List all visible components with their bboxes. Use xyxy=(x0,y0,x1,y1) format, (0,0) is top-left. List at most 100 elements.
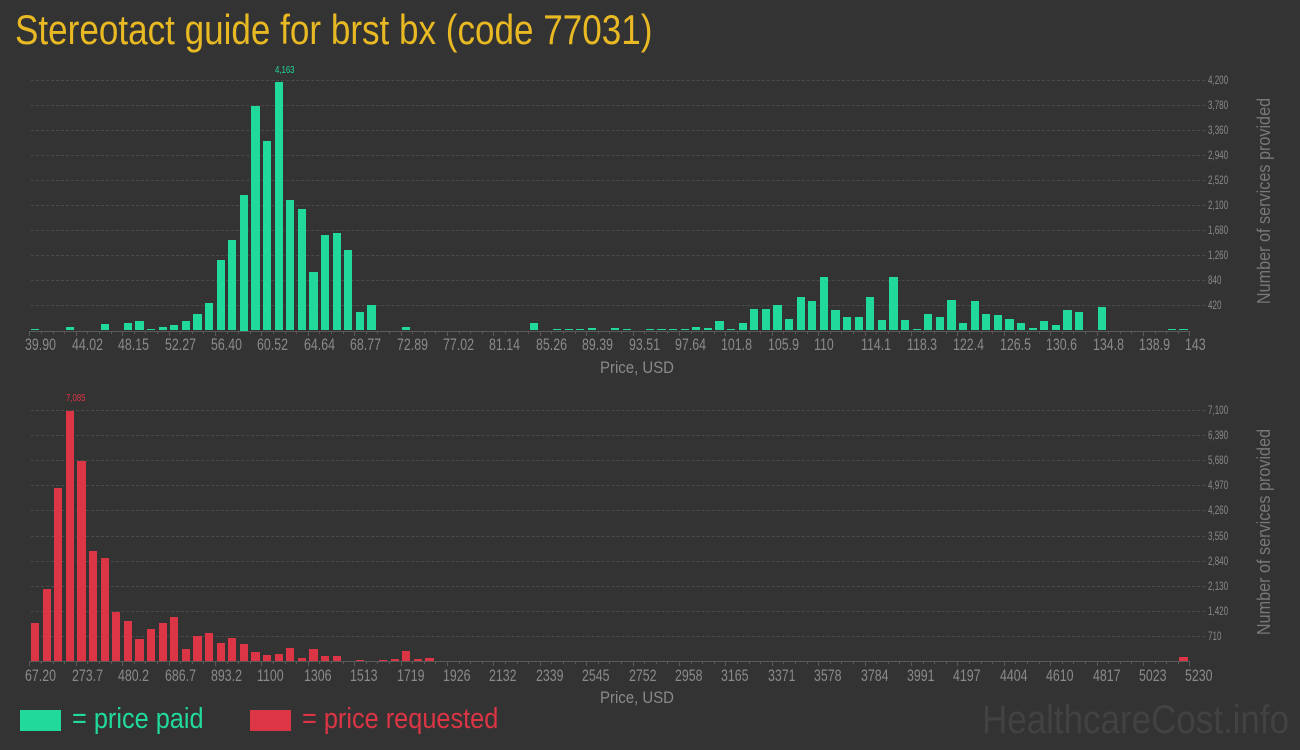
histogram-bar xyxy=(947,299,956,331)
histogram-bar xyxy=(993,314,1003,331)
gridline xyxy=(31,180,1205,182)
histogram-bar xyxy=(170,325,179,331)
x-tick-major xyxy=(214,330,216,336)
x-tick-minor xyxy=(829,661,831,664)
x-tick-label: 89.39 xyxy=(582,336,614,354)
legend-label-price-paid: = price paid xyxy=(72,703,204,735)
histogram-bar xyxy=(332,655,341,661)
histogram-bar xyxy=(146,629,156,661)
x-tick-label: 4610 xyxy=(1046,666,1074,685)
x-tick-minor xyxy=(992,661,994,664)
x-tick-minor xyxy=(1166,661,1168,664)
histogram-bar xyxy=(135,320,144,331)
x-tick-label: 114.1 xyxy=(860,336,891,354)
histogram-bar xyxy=(251,651,260,661)
histogram-bar xyxy=(274,654,283,661)
histogram-bar xyxy=(112,612,121,661)
x-tick-minor xyxy=(40,330,42,334)
histogram-bar xyxy=(216,643,225,661)
x-tick-label: 3371 xyxy=(767,666,796,685)
x-tick-minor xyxy=(504,330,506,334)
y-tick-label: 3,780 xyxy=(1208,98,1229,113)
histogram-bar xyxy=(158,326,167,331)
x-tick-minor xyxy=(794,330,796,334)
x-tick-minor xyxy=(423,330,425,334)
x-tick-label: 3784 xyxy=(860,666,889,685)
max-value-label: 7,085 xyxy=(65,393,86,405)
histogram-bar xyxy=(1074,311,1084,331)
x-tick-minor xyxy=(748,661,750,664)
histogram-bar xyxy=(181,320,191,331)
x-tick-minor xyxy=(98,330,100,334)
histogram-bar xyxy=(42,588,51,661)
x-tick-minor xyxy=(713,330,715,334)
x-tick-minor xyxy=(435,330,437,334)
x-tick-minor xyxy=(284,330,286,334)
x-tick-major xyxy=(446,330,448,336)
y-tick-label: 2,840 xyxy=(1208,553,1229,568)
histogram-bar xyxy=(262,140,272,331)
x-tick-minor xyxy=(597,330,599,334)
x-tick-minor xyxy=(272,661,274,664)
gridline xyxy=(31,105,1205,107)
histogram-bar xyxy=(297,208,307,331)
x-tick-minor xyxy=(945,330,947,334)
x-tick-minor xyxy=(87,661,89,664)
histogram-bar xyxy=(239,643,249,661)
x-tick-major xyxy=(539,661,541,666)
x-tick-major xyxy=(957,661,959,666)
x-tick-minor xyxy=(1177,330,1179,334)
y-tick-label: 1,420 xyxy=(1208,603,1229,618)
x-tick-minor xyxy=(852,330,854,334)
x-tick-minor xyxy=(922,661,924,664)
x-tick-minor xyxy=(806,330,808,334)
histogram-bar xyxy=(912,329,921,331)
histogram-bar xyxy=(1167,328,1177,331)
x-tick-minor xyxy=(330,661,332,664)
y-tick-label: 3,550 xyxy=(1208,528,1229,543)
y-tick-label: 2,130 xyxy=(1208,578,1229,593)
gridline xyxy=(31,130,1205,132)
gridline xyxy=(31,635,1205,637)
x-tick-label: 126.5 xyxy=(999,336,1031,354)
x-tick-minor xyxy=(458,330,460,334)
x-tick-label: 93.51 xyxy=(628,336,660,354)
histogram-bar xyxy=(935,317,945,331)
histogram-bar xyxy=(1098,306,1107,331)
x-tick-major xyxy=(1189,661,1191,666)
histogram-bar xyxy=(1051,324,1061,331)
histogram-bar xyxy=(668,329,678,331)
x-tick-minor xyxy=(156,330,158,334)
gridline xyxy=(31,305,1205,307)
x-tick-minor xyxy=(342,330,344,334)
x-tick-label: 2752 xyxy=(628,666,657,685)
x-tick-minor xyxy=(458,661,460,664)
x-tick-label: 110 xyxy=(814,336,834,354)
gridline xyxy=(31,610,1205,612)
x-tick-minor xyxy=(423,661,425,664)
x-tick-minor xyxy=(365,330,367,334)
x-tick-label: 1926 xyxy=(442,666,471,685)
gridline xyxy=(31,410,1205,411)
x-tick-minor xyxy=(284,661,286,664)
x-tick-minor xyxy=(412,661,414,664)
x-tick-major xyxy=(678,661,680,666)
histogram-bar xyxy=(645,329,655,331)
x-tick-major xyxy=(1050,661,1052,666)
x-tick-minor xyxy=(620,330,622,334)
gridline xyxy=(31,80,1205,81)
x-tick-label: 48.15 xyxy=(118,336,150,354)
x-tick-major xyxy=(864,661,866,666)
histogram-bar xyxy=(355,660,365,661)
x-tick-minor xyxy=(249,661,251,664)
x-tick-minor xyxy=(238,330,240,334)
x-tick-minor xyxy=(876,661,878,664)
histogram-bar xyxy=(228,240,237,331)
y-tick-label: 420 xyxy=(1208,298,1222,313)
x-tick-minor xyxy=(226,661,228,664)
histogram-bar xyxy=(100,323,109,331)
y-tick-label: 4,260 xyxy=(1208,503,1229,518)
histogram-bar xyxy=(413,659,423,661)
x-tick-minor xyxy=(1084,661,1086,664)
x-tick-major xyxy=(1003,330,1005,336)
